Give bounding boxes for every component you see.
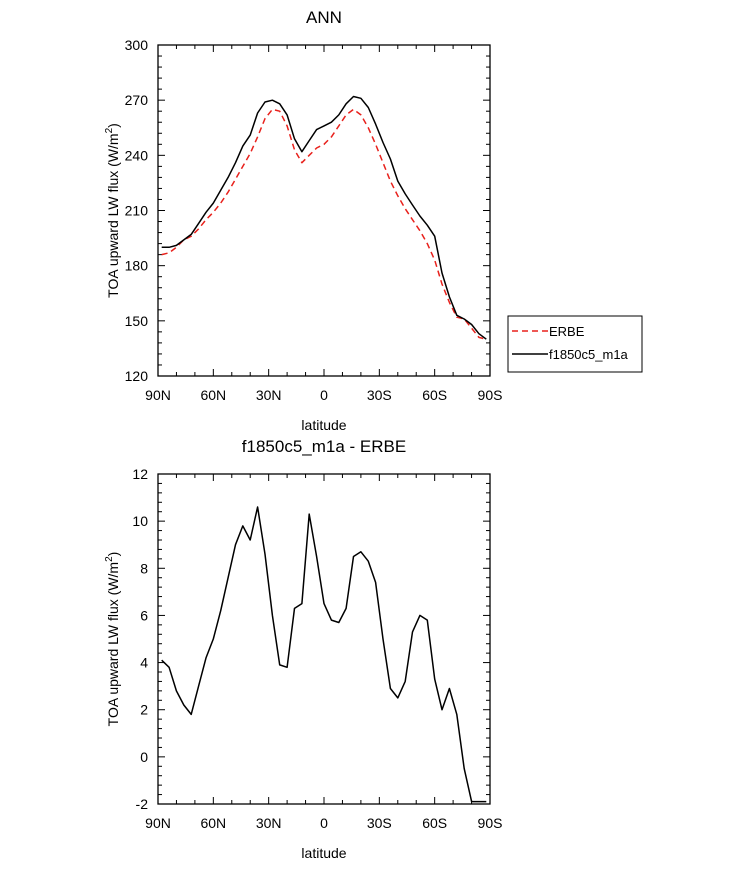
y-axis-label-close: ) xyxy=(105,123,121,128)
x-tick-label: 0 xyxy=(320,815,328,831)
y-tick-label: 300 xyxy=(125,37,149,53)
y-tick-label: 210 xyxy=(125,203,149,219)
chart-title: f1850c5_m1a - ERBE xyxy=(242,437,406,456)
x-tick-label: 60S xyxy=(422,387,447,403)
legend: ERBE f1850c5_m1a xyxy=(507,315,643,373)
legend-box xyxy=(507,315,643,373)
x-tick-label: 30N xyxy=(256,815,282,831)
y-tick-label: 150 xyxy=(125,313,149,329)
y-axis-label: TOA upward LW flux (W/m2) xyxy=(104,123,121,298)
series-line-f1850c5-m1a-erbe xyxy=(161,506,487,803)
legend-entry-label: ERBE xyxy=(549,324,585,339)
x-axis-label: latitude xyxy=(301,417,346,433)
y-axis-label: TOA upward LW flux (W/m2) xyxy=(104,552,121,727)
y-tick-label: 120 xyxy=(125,368,149,384)
x-tick-label: 30N xyxy=(256,387,282,403)
x-tick-label: 0 xyxy=(320,387,328,403)
y-tick-label: 0 xyxy=(140,749,148,765)
y-tick-label: 8 xyxy=(140,560,148,576)
legend-entry-label: f1850c5_m1a xyxy=(549,347,629,362)
y-axis-label-superscript: 2 xyxy=(104,127,115,133)
y-tick-label: 4 xyxy=(140,655,148,671)
x-tick-label: 90N xyxy=(145,387,171,403)
x-tick-label: 90S xyxy=(478,387,503,403)
y-axis-label-close: ) xyxy=(105,552,121,557)
x-tick-label: 30S xyxy=(367,387,392,403)
y-axis-label-text: TOA upward LW flux (W/m xyxy=(105,133,121,297)
series-line-f1850c5-m1a xyxy=(161,95,487,340)
x-tick-label: 60N xyxy=(200,815,226,831)
x-tick-label: 30S xyxy=(367,815,392,831)
y-axis-label-superscript: 2 xyxy=(104,556,115,562)
x-tick-label: 60N xyxy=(200,387,226,403)
x-tick-label: 60S xyxy=(422,815,447,831)
chart-panel-2: 90N 60N 30N 0 30S 60S 90S -2 0 2 4 6 8 10 12 f1850c5_m1… xyxy=(104,437,502,861)
x-axis-label: latitude xyxy=(301,845,346,861)
y-tick-label: 270 xyxy=(125,92,149,108)
y-axis-label-text: TOA upward LW flux (W/m xyxy=(105,562,121,726)
x-tick-label: 90N xyxy=(145,815,171,831)
plot-frame xyxy=(157,473,491,805)
chart-panel-1: 90N 60N 30N 0 30S 60S 90S 120 150 180 210 240 270 300… xyxy=(104,8,643,433)
y-tick-label: 10 xyxy=(132,513,148,529)
y-tick-label: 12 xyxy=(132,466,148,482)
series-line-erbe xyxy=(161,108,487,340)
y-tick-label: 6 xyxy=(140,607,148,623)
x-tick-label: 90S xyxy=(478,815,503,831)
y-tick-label: 240 xyxy=(125,147,149,163)
chart-title: ANN xyxy=(306,8,342,27)
y-tick-label: -2 xyxy=(136,796,149,812)
y-tick-label: 2 xyxy=(140,702,148,718)
y-tick-label: 180 xyxy=(125,258,149,274)
